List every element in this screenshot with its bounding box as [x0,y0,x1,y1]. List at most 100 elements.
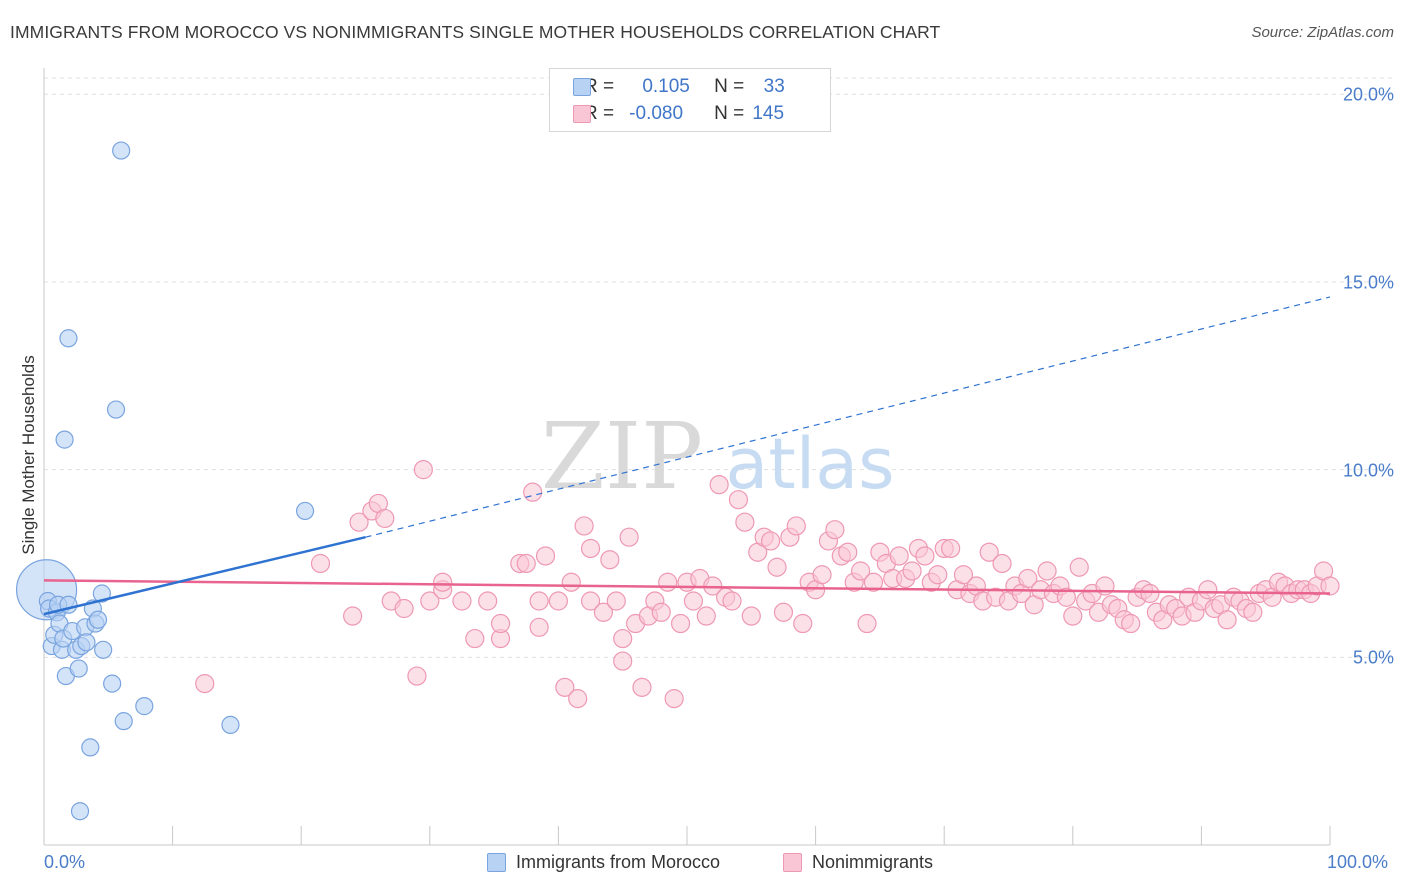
point-nonimmigrants [767,557,787,577]
point-nonimmigrants [529,617,549,637]
trendline-morocco [43,535,366,616]
point-nonimmigrants [195,673,215,694]
point-nonimmigrants [735,512,755,532]
point-nonimmigrants [452,591,472,611]
point-nonimmigrants [786,516,806,536]
point-nonimmigrants [838,542,858,562]
legend-n-value: 145 [752,103,785,124]
legend-r-label: R = [584,76,615,97]
point-morocco [106,400,126,419]
chart-title: IMMIGRANTS FROM MOROCCO VS NONIMMIGRANTS… [10,22,941,42]
point-nonimmigrants [548,591,569,611]
point-nonimmigrants [343,606,363,626]
point-morocco [88,610,108,629]
trendline-morocco-extension [365,296,1331,538]
legend-row-nonimmigrants: R = -0.080 N = 145 [573,102,788,126]
point-nonimmigrants [478,591,498,611]
point-nonimmigrants [1243,602,1263,622]
point-nonimmigrants [413,460,433,480]
bottom-legend-morocco: Immigrants from Morocco [487,852,720,873]
point-nonimmigrants [953,565,974,585]
point-nonimmigrants [941,538,961,559]
legend-row-morocco: R = 0.105 N = 33 [573,75,794,99]
y-tick-label: 5.0% [1352,647,1394,668]
point-nonimmigrants [651,602,671,622]
point-nonimmigrants [1217,610,1237,630]
point-nonimmigrants [407,666,427,686]
legend-swatch-nonimmigrants [573,105,591,123]
point-nonimmigrants [915,546,935,566]
point-nonimmigrants [857,613,877,634]
point-nonimmigrants [928,565,948,585]
legend-n-value: 33 [763,76,785,97]
point-nonimmigrants [992,553,1012,574]
bottom-legend-nonimmigrants: Nonimmigrants [783,852,933,873]
point-nonimmigrants [375,508,395,529]
point-nonimmigrants [683,591,704,611]
point-morocco [103,674,122,693]
bottom-legend: Immigrants from Morocco Nonimmigrants [0,852,1406,878]
point-nonimmigrants [1056,587,1076,607]
point-nonimmigrants [722,591,742,611]
source-label: Source: ZipAtlas.com [1251,24,1394,41]
point-nonimmigrants [394,598,414,619]
legend-n-label: N = [714,103,745,124]
point-nonimmigrants [760,531,781,551]
point-nonimmigrants [580,591,601,611]
point-nonimmigrants [632,677,652,697]
point-morocco [77,633,96,652]
point-nonimmigrants [812,565,832,585]
point-nonimmigrants [709,475,729,495]
legend-r-label: R = [584,103,615,124]
point-nonimmigrants [516,553,536,574]
point-morocco [114,712,133,731]
point-nonimmigrants [664,689,684,709]
point-nonimmigrants [793,613,813,634]
point-nonimmigrants [433,572,453,592]
y-tick-label: 15.0% [1342,272,1394,293]
x-tick-max: 100.0% [1327,852,1389,872]
point-morocco [112,141,131,160]
bottom-legend-swatch-morocco [487,853,506,872]
point-nonimmigrants [349,512,369,532]
point-nonimmigrants [619,527,639,547]
point-morocco [221,715,240,734]
point-morocco [81,738,100,757]
y-tick-label: 10.0% [1342,460,1394,481]
point-nonimmigrants [555,677,575,697]
legend: R = 0.105 N = 33 R = -0.080 N = 145 [549,68,831,132]
point-nonimmigrants [728,490,749,510]
x-tick-min: 0.0% [44,852,86,872]
point-nonimmigrants [613,651,633,671]
point-nonimmigrants [1018,568,1038,589]
point-nonimmigrants [1198,580,1218,600]
point-nonimmigrants [1140,583,1160,604]
point-morocco [135,697,154,716]
legend-swatch-morocco [573,78,591,96]
point-nonimmigrants [529,591,549,611]
point-nonimmigrants [568,689,588,709]
point-nonimmigrants [606,591,626,611]
point-nonimmigrants [465,628,485,649]
point-nonimmigrants [420,591,440,611]
point-nonimmigrants [1069,557,1089,577]
point-nonimmigrants [310,553,331,574]
bottom-legend-label-morocco: Immigrants from Morocco [516,852,721,872]
trendline-nonimmigrants [43,579,1331,595]
point-nonimmigrants [773,602,794,622]
point-nonimmigrants [1121,613,1141,634]
point-nonimmigrants [1037,561,1057,581]
point-nonimmigrants [670,613,691,634]
point-nonimmigrants [561,572,581,592]
point-nonimmigrants [696,606,716,626]
watermark-atlas: atlas [725,423,894,505]
point-nonimmigrants [825,520,845,540]
point-nonimmigrants [1063,606,1083,626]
point-nonimmigrants [580,538,601,559]
point-nonimmigrants [658,572,678,592]
point-morocco [92,584,111,603]
legend-n-label: N = [714,76,745,97]
legend-r-value: 0.105 [642,76,690,97]
bottom-legend-swatch-nonimmigrants [783,853,802,872]
